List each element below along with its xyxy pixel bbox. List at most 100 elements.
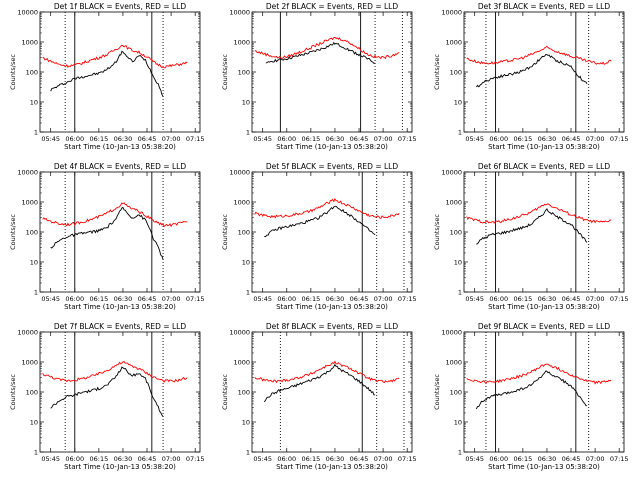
- events-series-line: [264, 205, 376, 238]
- y-tick-label: 1000: [233, 199, 250, 207]
- x-tick-label: 06:15: [301, 135, 320, 143]
- x-tick-label: 06:00: [65, 135, 84, 143]
- x-tick-label: 06:15: [513, 455, 532, 463]
- x-tick-label: 07:00: [374, 135, 393, 143]
- y-tick-label: 1000: [21, 359, 38, 367]
- panel-title: Det 5f BLACK = Events, RED = LLD: [266, 162, 399, 171]
- y-tick-label: 1: [34, 289, 38, 297]
- x-tick-label: 07:15: [398, 455, 417, 463]
- x-tick-label: 07:15: [186, 455, 205, 463]
- x-tick-label: 06:45: [138, 455, 157, 463]
- x-tick-label: 05:45: [465, 135, 484, 143]
- y-tick-label: 10: [242, 259, 250, 267]
- detector-panel: Det 3f BLACK = Events, RED = LLD 1 10 100 10…: [433, 2, 629, 151]
- plot-frame: [39, 171, 201, 293]
- x-tick-label: 05:45: [41, 295, 60, 303]
- y-tick-label: 1000: [21, 39, 38, 47]
- y-tick-label: 1: [34, 449, 38, 457]
- y-tick-label: 100: [450, 229, 462, 237]
- x-tick-label: 06:45: [138, 295, 157, 303]
- detector-panel: Det 6f BLACK = Events, RED = LLD 1 10 100 10…: [433, 162, 629, 311]
- x-tick-label: 06:45: [138, 135, 157, 143]
- y-tick-label: 1000: [445, 39, 462, 47]
- detector-panel: Det 7f BLACK = Events, RED = LLD 1 10 100 10…: [9, 322, 205, 471]
- y-axis-label: Counts/sec: [433, 374, 441, 410]
- y-axis-label: Counts/sec: [433, 54, 441, 90]
- x-tick-label: 06:30: [114, 295, 133, 303]
- y-tick-label: 100: [450, 69, 462, 77]
- events-series-line: [50, 366, 164, 417]
- x-axis-label: Start Time (10-Jan-13 05:38:20): [64, 463, 176, 471]
- y-tick-label: 10000: [441, 9, 462, 17]
- x-tick-label: 07:00: [374, 295, 393, 303]
- x-tick-label: 06:00: [277, 455, 296, 463]
- events-series-line: [50, 206, 164, 260]
- y-axis-label: Counts/sec: [221, 374, 229, 410]
- x-tick-label: 07:00: [586, 455, 605, 463]
- y-tick-label: 1000: [21, 199, 38, 207]
- detector-panel: Det 8f BLACK = Events, RED = LLD 1 10 100 10…: [221, 322, 417, 471]
- x-tick-label: 07:00: [162, 135, 181, 143]
- y-axis-label: Counts/sec: [221, 54, 229, 90]
- panel-title: Det 3f BLACK = Events, RED = LLD: [478, 2, 611, 11]
- panel-title: Det 8f BLACK = Events, RED = LLD: [266, 322, 399, 331]
- x-tick-label: 06:30: [326, 295, 345, 303]
- plot-frame: [251, 171, 413, 293]
- x-tick-label: 06:45: [562, 135, 581, 143]
- y-tick-label: 10: [454, 99, 462, 107]
- detector-panel: Det 9f BLACK = Events, RED = LLD 1 10 100 10…: [433, 322, 629, 471]
- x-tick-label: 06:15: [89, 295, 108, 303]
- y-tick-label: 100: [450, 389, 462, 397]
- y-tick-label: 10: [454, 259, 462, 267]
- x-tick-label: 06:30: [114, 455, 133, 463]
- x-tick-label: 06:15: [89, 455, 108, 463]
- x-tick-label: 07:00: [162, 455, 181, 463]
- x-tick-label: 06:45: [562, 455, 581, 463]
- x-tick-label: 06:45: [350, 455, 369, 463]
- x-axis-label: Start Time (10-Jan-13 05:38:20): [488, 303, 600, 311]
- y-tick-label: 10000: [441, 169, 462, 177]
- x-tick-label: 06:15: [89, 135, 108, 143]
- y-tick-label: 1: [458, 449, 462, 457]
- events-series-line: [50, 50, 164, 97]
- y-tick-label: 10000: [229, 9, 250, 17]
- y-tick-label: 1000: [233, 359, 250, 367]
- x-tick-label: 06:00: [489, 135, 508, 143]
- x-tick-label: 06:00: [489, 455, 508, 463]
- lld-series-line: [42, 360, 188, 383]
- x-axis-label: Start Time (10-Jan-13 05:38:20): [276, 143, 388, 151]
- panel-title: Det 9f BLACK = Events, RED = LLD: [478, 322, 611, 331]
- y-tick-label: 10: [30, 99, 38, 107]
- plot-frame: [39, 11, 201, 133]
- y-tick-label: 10000: [229, 169, 250, 177]
- events-series-line: [265, 41, 376, 64]
- y-tick-label: 10: [30, 259, 38, 267]
- panel-title: Det 2f BLACK = Events, RED = LLD: [266, 2, 399, 11]
- x-tick-label: 06:30: [538, 295, 557, 303]
- y-tick-label: 10000: [17, 169, 38, 177]
- x-tick-label: 06:30: [326, 135, 345, 143]
- x-tick-label: 07:00: [586, 295, 605, 303]
- y-tick-label: 10000: [229, 329, 250, 337]
- panel-title: Det 1f BLACK = Events, RED = LLD: [54, 2, 187, 11]
- y-tick-label: 10000: [441, 329, 462, 337]
- y-tick-label: 1: [34, 129, 38, 137]
- x-tick-label: 07:00: [586, 135, 605, 143]
- events-series-line: [263, 363, 376, 403]
- lld-series-line: [254, 36, 400, 60]
- x-tick-label: 05:45: [253, 295, 272, 303]
- y-axis-label: Counts/sec: [9, 214, 17, 250]
- x-tick-label: 05:45: [41, 135, 60, 143]
- plot-frame: [251, 331, 413, 453]
- x-axis-label: Start Time (10-Jan-13 05:38:20): [276, 303, 388, 311]
- lld-series-line: [254, 360, 400, 384]
- y-tick-label: 100: [238, 229, 250, 237]
- y-tick-label: 100: [238, 69, 250, 77]
- y-axis-label: Counts/sec: [9, 374, 17, 410]
- x-tick-label: 06:30: [538, 135, 557, 143]
- plot-frame: [463, 331, 625, 453]
- x-tick-label: 06:00: [489, 295, 508, 303]
- x-tick-label: 06:00: [65, 455, 84, 463]
- y-tick-label: 1000: [233, 39, 250, 47]
- panel-title: Det 6f BLACK = Events, RED = LLD: [478, 162, 611, 171]
